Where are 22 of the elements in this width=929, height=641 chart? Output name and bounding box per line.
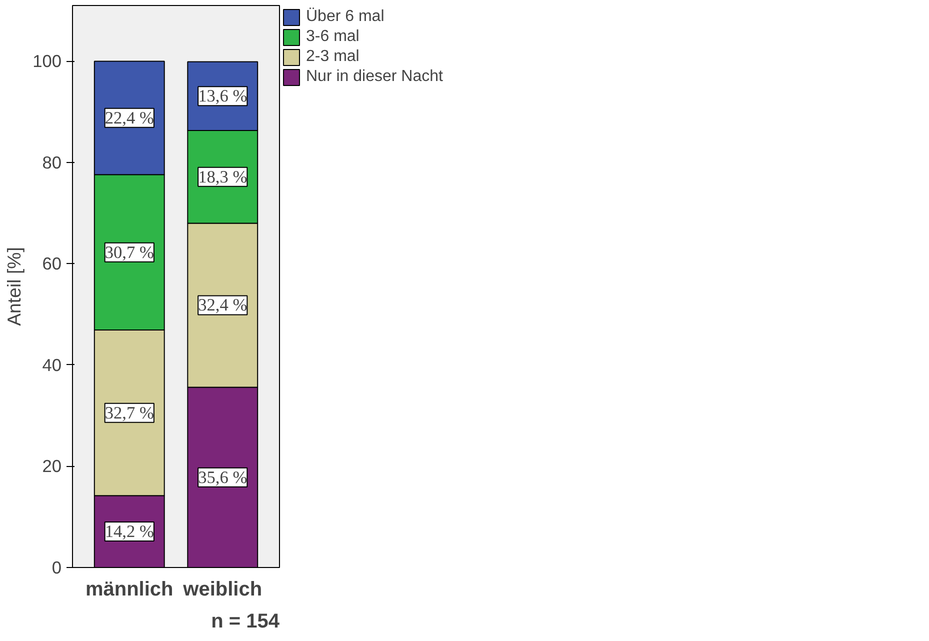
y-tick-label: 40 (42, 354, 62, 375)
y-tick-label: 20 (42, 456, 62, 476)
data-label: 13,6 % (198, 86, 248, 106)
data-label: 32,4 % (198, 296, 248, 315)
data-label: 14,2 % (104, 522, 154, 542)
data-label: 18,3 % (198, 167, 248, 186)
x-tick-label: männlich (85, 578, 174, 600)
legend-label: 3-6 mal (306, 28, 360, 46)
y-tick-label: 100 (32, 51, 62, 72)
data-label: 35,6 % (198, 468, 248, 487)
legend-label: 2-3 mal (306, 48, 360, 66)
y-tick-label: 0 (52, 558, 62, 578)
y-tick-label: 60 (42, 254, 62, 274)
data-label: 22,4 % (104, 108, 154, 128)
text: n = 154 (211, 610, 280, 632)
data-label: 32,7 % (104, 403, 154, 422)
y-tick-label: 80 (42, 152, 62, 172)
legend-label: Nur in dieser Nacht (306, 68, 443, 86)
data-label: 30,7 % (104, 242, 154, 262)
y-axis-title: Anteil [%] (4, 247, 25, 326)
x-tick-label: weiblich (182, 578, 262, 600)
legend-label: Über 6 mal (306, 8, 384, 26)
